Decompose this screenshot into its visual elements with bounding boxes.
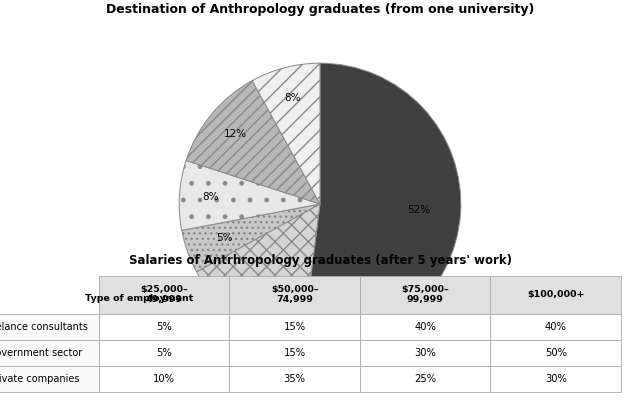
Wedge shape: [182, 204, 320, 272]
Text: 8%: 8%: [202, 192, 219, 202]
Wedge shape: [302, 63, 461, 345]
Text: Salaries of Antrhropology graduates (after 5 years' work): Salaries of Antrhropology graduates (aft…: [129, 254, 511, 267]
Title: Destination of Anthropology graduates (from one university): Destination of Anthropology graduates (f…: [106, 3, 534, 16]
Wedge shape: [179, 160, 320, 230]
Wedge shape: [252, 63, 320, 204]
Text: Type of employment: Type of employment: [84, 294, 193, 303]
Wedge shape: [186, 81, 320, 204]
Text: 5%: 5%: [216, 233, 233, 243]
Text: 12%: 12%: [224, 129, 247, 139]
Wedge shape: [196, 204, 320, 344]
Text: 52%: 52%: [407, 205, 430, 215]
Text: 15%: 15%: [252, 283, 275, 293]
Text: 8%: 8%: [284, 93, 301, 103]
